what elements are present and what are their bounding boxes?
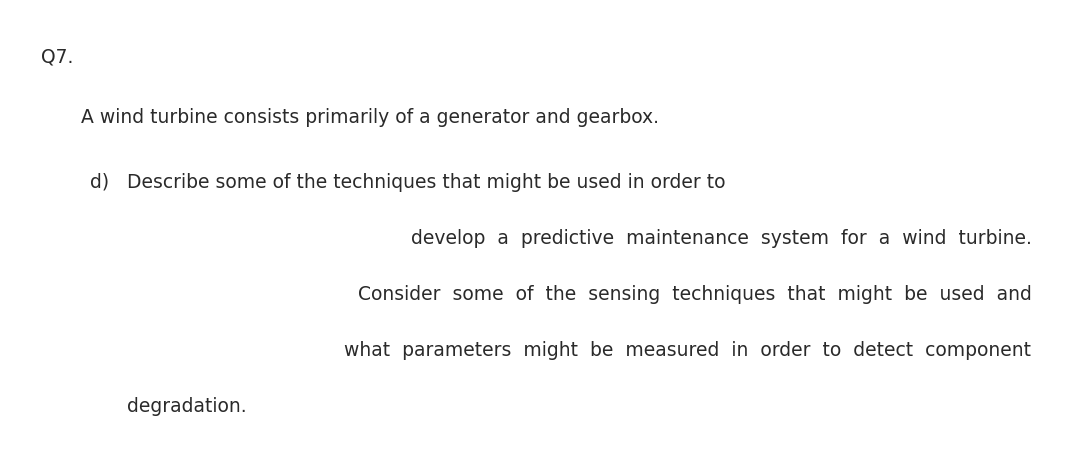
Text: degradation.: degradation.: [127, 397, 247, 416]
Text: what  parameters  might  be  measured  in  order  to  detect  component: what parameters might be measured in ord…: [345, 341, 1031, 360]
Text: Q7.: Q7.: [41, 47, 73, 66]
Text: develop  a  predictive  maintenance  system  for  a  wind  turbine.: develop a predictive maintenance system …: [410, 229, 1031, 248]
Text: Consider  some  of  the  sensing  techniques  that  might  be  used  and: Consider some of the sensing techniques …: [357, 285, 1031, 304]
Text: Describe some of the techniques that might be used in order to: Describe some of the techniques that mig…: [127, 173, 726, 192]
Text: A wind turbine consists primarily of a generator and gearbox.: A wind turbine consists primarily of a g…: [81, 108, 659, 127]
Text: d): d): [90, 173, 109, 192]
